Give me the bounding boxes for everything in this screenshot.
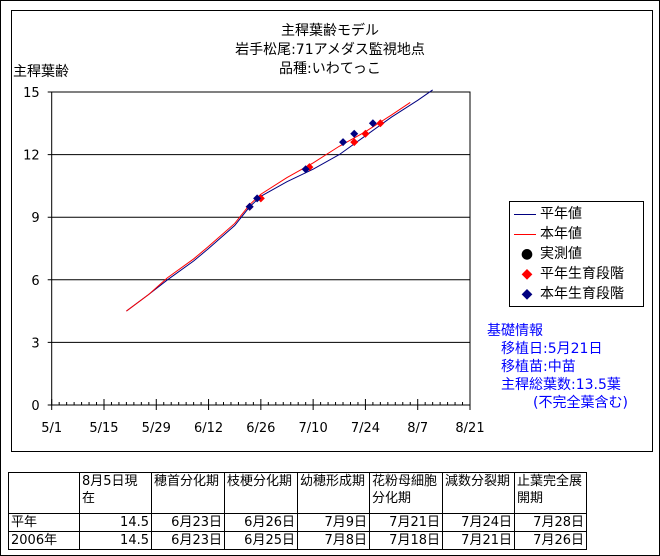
- title-line: 品種:いわてっこ: [279, 61, 381, 77]
- info-heading: 基礎情報: [487, 323, 543, 339]
- legend-label: 平年生育段階: [540, 266, 624, 282]
- header-cell: 8月5日現在: [79, 472, 152, 514]
- table-cell: 7月9日: [297, 513, 370, 532]
- legend-item: 平年値: [514, 204, 582, 224]
- table-cell: 6月26日: [224, 513, 298, 532]
- table-cell: 14.5: [79, 513, 152, 532]
- y-tick-label: 0: [31, 399, 39, 414]
- table-cell: 6月23日: [151, 531, 225, 550]
- header-cell: 枝梗分化期: [224, 472, 298, 514]
- y-tick-label: 15: [23, 86, 40, 101]
- row-label: 2006年: [8, 531, 80, 550]
- header-cell: 穂首分化期: [151, 472, 225, 514]
- table-row: 平年 14.5 6月23日 6月26日 7月9日 7月21日 7月24日 7月2…: [8, 513, 587, 532]
- legend-item: ◆ 平年生育段階: [514, 264, 624, 284]
- line-swatch-icon: [514, 213, 536, 215]
- x-tick-label: 6/12: [194, 421, 223, 436]
- table-cell: 6月25日: [224, 531, 298, 550]
- x-tick-label: 8/21: [455, 421, 484, 436]
- data-point: [339, 138, 348, 147]
- x-tick-label: 7/24: [351, 421, 380, 436]
- table-cell: 7月21日: [442, 531, 515, 550]
- table-cell: 7月18日: [369, 531, 443, 550]
- x-tick-label: 6/26: [246, 421, 275, 436]
- title-line: 岩手松尾:71アメダス監視地点: [235, 42, 425, 58]
- row-label: 平年: [8, 513, 80, 532]
- data-point: [301, 165, 310, 174]
- table-row: 2006年 14.5 6月23日 6月25日 7月8日 7月18日 7月21日 …: [8, 531, 587, 550]
- y-tick-label: 9: [31, 211, 39, 226]
- diamond-marker-icon: ◆: [521, 286, 533, 302]
- header-cell: 止葉完全展開期: [514, 472, 587, 514]
- plot-border: [51, 91, 471, 406]
- line-swatch-icon: [514, 233, 536, 235]
- title-line: 主稈葉齢モデル: [281, 23, 379, 39]
- x-tick-label: 5/29: [142, 421, 171, 436]
- y-tick-label: 12: [23, 149, 40, 164]
- legend-label: 実測値: [540, 246, 582, 262]
- table-header-row: 8月5日現在 穂首分化期 枝梗分化期 幼穂形成期 花粉母細胞分化期 減数分裂期 …: [8, 472, 587, 514]
- x-tick-label: 8/7: [407, 421, 428, 436]
- info-line: 移植苗:中苗: [501, 359, 576, 375]
- chart-area: [11, 10, 653, 452]
- legend-item: ● 実測値: [514, 244, 582, 264]
- header-cell: 花粉母細胞分化期: [369, 472, 443, 514]
- table-cell: 6月23日: [151, 513, 225, 532]
- data-point: [253, 194, 262, 203]
- data-point: [368, 119, 377, 128]
- data-point: [350, 129, 359, 138]
- circle-marker-icon: ●: [520, 246, 534, 262]
- info-line: 主稈総葉数:13.5葉: [501, 377, 621, 393]
- x-tick-label: 5/1: [41, 421, 62, 436]
- info-line: 移植日:5月21日: [501, 341, 603, 357]
- data-point: [376, 119, 385, 128]
- table-cell: 7月8日: [297, 531, 370, 550]
- y-tick-label: 3: [31, 336, 39, 351]
- data-point: [350, 138, 359, 147]
- info-line: (不完全葉含む): [533, 395, 628, 411]
- legend-label: 本年生育段階: [540, 286, 624, 302]
- data-point: [361, 129, 370, 138]
- plot-svg: 0 3 6 9 12 15 5/1 5/15 5/29 6/12 6/26 7/10 7/24 8/7 8/…: [23, 86, 484, 436]
- header-cell: 減数分裂期: [442, 472, 515, 514]
- legend-item: 本年値: [514, 224, 582, 244]
- table-cell: 7月21日: [369, 513, 443, 532]
- table-cell: 14.5: [79, 531, 152, 550]
- header-cell: [8, 472, 80, 514]
- growth-stage-table: 8月5日現在 穂首分化期 枝梗分化期 幼穂形成期 花粉母細胞分化期 減数分裂期 …: [8, 472, 587, 550]
- x-tick-label: 5/15: [89, 421, 118, 436]
- legend-label: 平年値: [540, 206, 582, 222]
- legend: 平年値 本年値 ● 実測値 ◆ 平年生育段階 ◆ 本年生育段階: [509, 201, 644, 307]
- legend-item: ◆ 本年生育段階: [514, 284, 624, 304]
- basic-info: 基礎情報 移植日:5月21日 移植苗:中苗 主稈総葉数:13.5葉 (不完全葉含…: [487, 322, 628, 412]
- table-cell: 7月28日: [514, 513, 587, 532]
- chart-title: 主稈葉齢モデル 岩手松尾:71アメダス監視地点 品種:いわてっこ: [0, 22, 660, 79]
- series-line: [126, 89, 433, 312]
- x-tick-label: 7/10: [299, 421, 328, 436]
- table-cell: 7月26日: [514, 531, 587, 550]
- y-axis-label: 主稈葉齢: [13, 64, 69, 80]
- header-cell: 幼穂形成期: [297, 472, 370, 514]
- table-cell: 7月24日: [442, 513, 515, 532]
- y-tick-label: 6: [31, 274, 39, 289]
- data-point: [245, 202, 254, 211]
- diamond-marker-icon: ◆: [521, 266, 533, 282]
- legend-label: 本年値: [540, 226, 582, 242]
